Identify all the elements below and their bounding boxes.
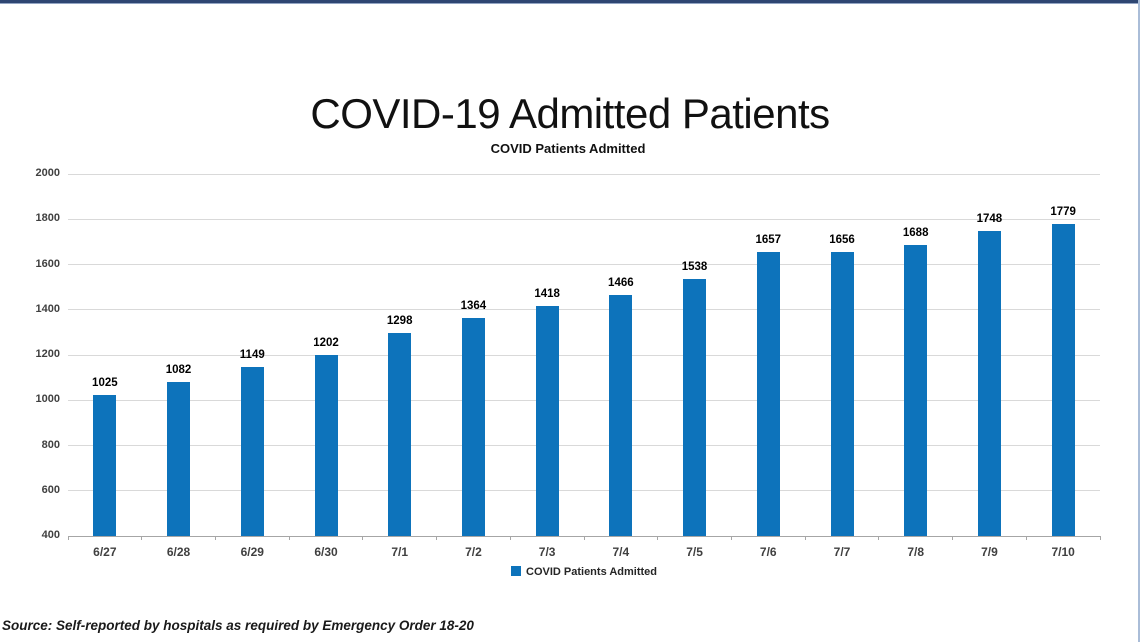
x-axis-category-label: 6/30 [289,545,363,559]
x-axis-tick [878,536,879,540]
page-top-border [0,0,1140,4]
x-axis-tick [584,536,585,540]
y-axis-tick-label: 1800 [22,212,60,224]
bar-value-label: 1748 [953,213,1027,225]
gridline [68,490,1100,491]
x-axis-category-label: 7/9 [953,545,1027,559]
x-axis-category-label: 6/29 [215,545,289,559]
legend-label: COVID Patients Admitted [526,566,657,578]
bar-value-label: 1688 [879,227,953,239]
x-axis-category-label: 7/2 [437,545,511,559]
page-title: COVID-19 Admitted Patients [0,90,1140,138]
y-axis-tick-label: 1400 [22,303,60,315]
gridline [68,445,1100,446]
x-axis-category-label: 6/28 [142,545,216,559]
bar-chart-plot-area: 40060080010001200140016001800200010256/2… [68,174,1100,537]
x-axis-category-label: 7/8 [879,545,953,559]
y-axis-tick-label: 1000 [22,393,60,405]
x-axis-tick [141,536,142,540]
y-axis-tick-label: 2000 [22,167,60,179]
bar-value-label: 1149 [215,349,289,361]
bar-6/29 [241,367,264,536]
x-axis-tick [1026,536,1027,540]
bar-7/4 [609,295,632,536]
x-axis-tick [805,536,806,540]
x-axis-category-label: 7/3 [510,545,584,559]
y-axis-tick-label: 1200 [22,348,60,360]
x-axis-tick [657,536,658,540]
gridline [68,174,1100,175]
legend-swatch [511,566,521,576]
bar-6/27 [93,395,116,536]
bar-value-label: 1202 [289,337,363,349]
bar-value-label: 1082 [142,364,216,376]
x-axis-tick [362,536,363,540]
gridline [68,400,1100,401]
y-axis-tick-label: 600 [22,484,60,496]
bar-7/7 [831,252,854,536]
x-axis-tick [215,536,216,540]
x-axis-tick [68,536,69,540]
bar-7/10 [1052,224,1075,536]
x-axis-category-label: 7/7 [805,545,879,559]
x-axis-tick [1100,536,1101,540]
x-axis-tick [510,536,511,540]
chart-legend: COVID Patients Admitted [68,566,1100,578]
x-axis-category-label: 7/6 [731,545,805,559]
x-axis-tick [731,536,732,540]
bar-value-label: 1025 [68,377,142,389]
bar-value-label: 1538 [658,261,732,273]
bar-value-label: 1656 [805,234,879,246]
x-axis-tick [952,536,953,540]
bar-value-label: 1779 [1026,206,1100,218]
bar-7/3 [536,306,559,536]
y-axis-tick-label: 1600 [22,258,60,270]
x-axis-category-label: 7/10 [1026,545,1100,559]
gridline [68,309,1100,310]
x-axis-category-label: 7/5 [658,545,732,559]
y-axis-tick-label: 800 [22,439,60,451]
bar-7/1 [388,333,411,536]
bar-7/9 [978,231,1001,536]
bar-7/6 [757,252,780,536]
source-note: Source: Self-reported by hospitals as re… [2,618,474,633]
bar-value-label: 1466 [584,277,658,289]
gridline [68,219,1100,220]
gridline [68,264,1100,265]
bar-value-label: 1657 [731,234,805,246]
x-axis-category-label: 7/4 [584,545,658,559]
bar-7/2 [462,318,485,536]
bar-7/5 [683,279,706,536]
bar-value-label: 1418 [510,288,584,300]
bar-value-label: 1364 [437,300,511,312]
y-axis-tick-label: 400 [22,529,60,541]
bar-6/30 [315,355,338,536]
x-axis-tick [289,536,290,540]
bar-7/8 [904,245,927,536]
x-axis-category-label: 7/1 [363,545,437,559]
chart-title: COVID Patients Admitted [68,141,1068,156]
bar-6/28 [167,382,190,536]
x-axis-category-label: 6/27 [68,545,142,559]
x-axis-tick [436,536,437,540]
bar-value-label: 1298 [363,315,437,327]
